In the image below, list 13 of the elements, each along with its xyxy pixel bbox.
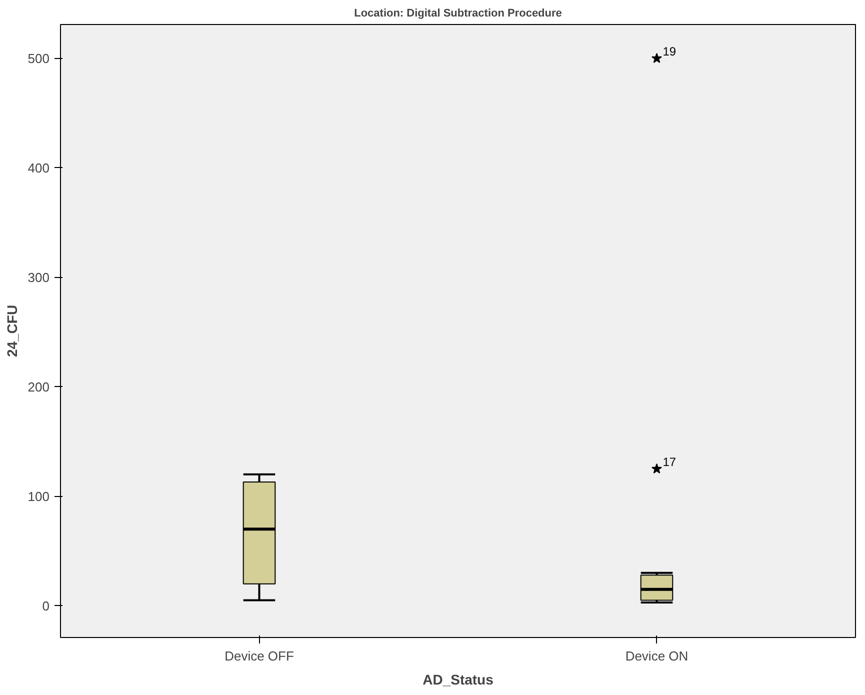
- chart-title: Location: Digital Subtraction Procedure: [354, 8, 562, 20]
- x-tick-label: Device ON: [625, 648, 688, 664]
- y-tick-label: 0: [42, 598, 50, 614]
- y-tick-label: 100: [28, 488, 50, 504]
- y-axis-title: 24_CFU: [4, 304, 20, 358]
- annotation: 19: [662, 44, 676, 58]
- y-tick-label: 400: [28, 160, 50, 176]
- y-tick-label: 300: [28, 270, 50, 285]
- annotation: 17: [662, 454, 676, 469]
- x-axis-title: AD_Status: [422, 672, 494, 688]
- y-tick-label: 500: [28, 50, 50, 66]
- y-tick-label: 200: [28, 379, 50, 394]
- x-tick-label: Device OFF: [224, 648, 294, 664]
